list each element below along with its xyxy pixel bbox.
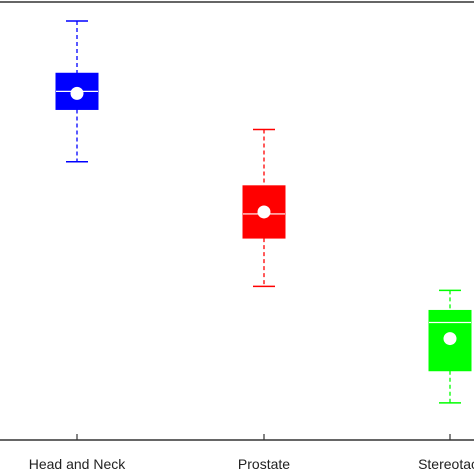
x-tick-labels: Head and Neck Prostate Stereotact: [29, 456, 474, 472]
x-tick-label-1: Prostate: [238, 456, 290, 472]
boxes-layer: [55, 20, 472, 404]
mean-marker: [443, 332, 457, 346]
x-ticks: [76, 434, 451, 440]
x-tick-label-0: Head and Neck: [29, 456, 127, 472]
box-group-1: [242, 128, 286, 288]
mean-marker: [257, 205, 271, 219]
box-group-2: [428, 289, 472, 404]
box-group-0: [55, 20, 99, 163]
axes: [0, 1, 474, 441]
x-tick-label-2: Stereotact: [418, 456, 474, 472]
mean-marker: [70, 86, 84, 100]
